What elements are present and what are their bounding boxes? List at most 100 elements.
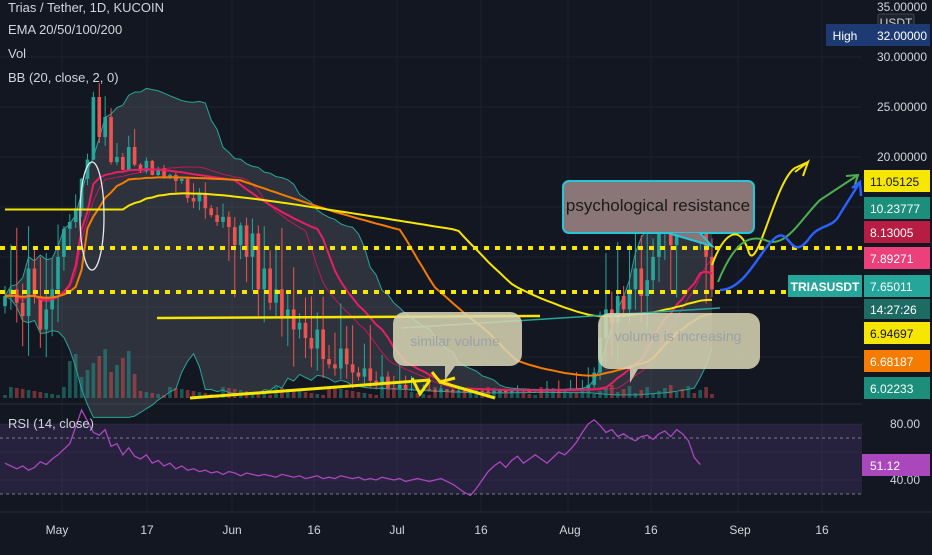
- candle: [191, 183, 196, 209]
- price-tag: 7.89271: [864, 247, 930, 269]
- svg-text:TRIASUSDT: TRIASUSDT: [791, 280, 860, 294]
- volume-bar: [392, 389, 396, 398]
- volume-bar: [521, 393, 526, 398]
- candle: [327, 344, 331, 369]
- volume-bar: [686, 386, 691, 398]
- rsi-pane: [0, 408, 862, 497]
- price-tag: 7.65011: [864, 275, 930, 297]
- candle: [397, 363, 402, 390]
- volume-bar: [639, 390, 644, 398]
- rsi-line: [4, 408, 701, 497]
- psychological-callout[interactable]: [562, 180, 755, 234]
- volume-bar: [38, 392, 43, 398]
- volume-bar: [433, 387, 437, 398]
- volume-bar: [480, 395, 485, 398]
- candle: [445, 389, 449, 391]
- candle: [215, 206, 219, 227]
- svg-text:6.94697: 6.94697: [870, 327, 914, 341]
- volume-bar: [362, 393, 367, 398]
- volume-bar: [121, 358, 125, 398]
- candle: [97, 83, 102, 144]
- rsi-value: 51.12: [870, 459, 900, 473]
- volume-bar: [291, 390, 296, 398]
- svg-text:10.23777: 10.23777: [870, 202, 920, 216]
- volume-bar: [85, 370, 90, 398]
- volume-bar: [132, 374, 137, 398]
- volume-bar: [315, 394, 320, 398]
- projection-blue[interactable]: [719, 181, 862, 292]
- candle: [62, 225, 66, 271]
- high-value-badge: [864, 24, 930, 46]
- time-tick: May: [46, 523, 69, 537]
- rsi-band: [0, 424, 862, 494]
- svg-text:11.05125: 11.05125: [870, 175, 919, 189]
- volume-bar: [344, 390, 349, 398]
- volume-bar: [456, 391, 461, 398]
- time-tick: Jul: [389, 523, 404, 537]
- volume-bar: [421, 394, 426, 398]
- candle: [38, 256, 43, 348]
- projection-green[interactable]: [717, 174, 859, 283]
- svg-text:8.13005: 8.13005: [870, 226, 914, 240]
- volume-increasing-label: volume is increasing: [615, 328, 742, 344]
- volume-bar: [109, 372, 113, 398]
- svg-text:6.02233: 6.02233: [870, 382, 914, 396]
- price-tick: 20.00000: [877, 150, 927, 164]
- volume-bar: [474, 394, 479, 398]
- volume-bar: [674, 392, 679, 398]
- rsi-indicator-label[interactable]: RSI (14, close): [8, 416, 94, 431]
- bb-fill: [5, 88, 712, 418]
- volume-bar: [627, 386, 632, 398]
- high-value: 32.00000: [877, 29, 927, 43]
- candle: [103, 96, 107, 146]
- volume-bar: [20, 389, 25, 398]
- svg-text:6.68187: 6.68187: [870, 355, 914, 369]
- ema-indicator-label[interactable]: EMA 20/50/100/200: [8, 22, 123, 37]
- volume-increasing-bubble[interactable]: [598, 313, 760, 383]
- candle: [227, 211, 231, 262]
- arrow-head-right[interactable]: [430, 371, 456, 384]
- candle: [356, 367, 361, 381]
- volume-trend-line-2[interactable]: [439, 380, 496, 400]
- volume-bar: [698, 390, 703, 398]
- volume-bar: [409, 392, 414, 398]
- candle: [56, 224, 60, 323]
- price-tick: 25.00000: [877, 100, 927, 114]
- candle: [315, 312, 320, 371]
- projection-yellow[interactable]: [711, 161, 809, 266]
- volume-bar: [445, 389, 449, 398]
- volume-trend-line-1[interactable]: [189, 378, 431, 400]
- user-drawings: [0, 159, 863, 400]
- volume-bar: [97, 356, 102, 398]
- volume-bar: [668, 385, 673, 398]
- ticker-tag: TRIASUSDT: [788, 275, 862, 297]
- price-tag: 6.94697: [864, 322, 930, 344]
- candle: [91, 91, 96, 161]
- volume-bar: [126, 351, 131, 398]
- candle: [250, 218, 255, 291]
- price-axis: 35.0000030.0000025.0000020.00000USDTHigh…: [788, 0, 930, 487]
- price-tag: 6.02233: [864, 377, 930, 399]
- bb-indicator-label[interactable]: BB (20, close, 2, 0): [8, 70, 119, 85]
- highlight-ellipse[interactable]: [79, 161, 105, 271]
- high-badge: [826, 24, 864, 46]
- volume-bar: [498, 389, 502, 398]
- arrow-head-left[interactable]: [410, 377, 432, 397]
- symbol-title[interactable]: Trias / Tether, 1D, KUCOIN: [8, 0, 165, 15]
- volume-indicator-label[interactable]: Vol: [8, 46, 27, 61]
- volume-bar: [509, 391, 514, 398]
- candle: [238, 222, 243, 260]
- candle: [185, 177, 190, 203]
- similar-volume-bubble[interactable]: [393, 312, 522, 380]
- volume-bar: [574, 393, 579, 398]
- price-tag: 8.13005: [864, 221, 930, 243]
- candle: [138, 163, 143, 174]
- volume-bar: [610, 385, 614, 398]
- candle: [26, 226, 31, 356]
- volume-bar: [539, 387, 543, 398]
- volume-bar: [338, 389, 343, 398]
- candle: [203, 182, 208, 219]
- volume-bar: [403, 391, 408, 398]
- psychological-resistance-label: psychological resistance: [566, 196, 750, 215]
